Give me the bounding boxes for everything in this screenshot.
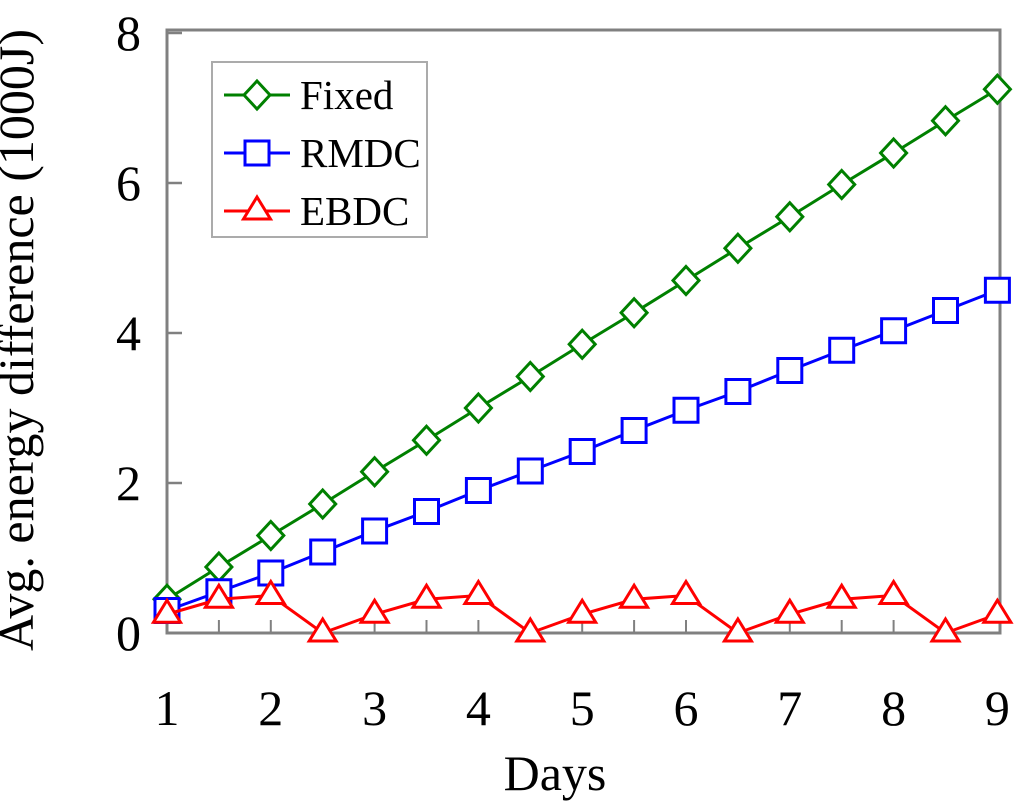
triangle-marker — [150, 597, 184, 624]
square-marker — [932, 297, 959, 324]
diamond-marker — [619, 296, 650, 329]
diamond-marker — [930, 104, 961, 137]
x-axis-label: Days — [504, 745, 607, 801]
triangle-marker — [566, 597, 599, 624]
triangle-marker — [617, 582, 651, 609]
legend-item-rmdc: RMDC — [224, 130, 421, 176]
square-marker — [516, 457, 544, 485]
square-marker — [464, 477, 492, 504]
x-tick-label: 7 — [777, 680, 802, 736]
y-tick-label: 8 — [116, 5, 141, 61]
x-tick-label: 4 — [466, 680, 491, 736]
square-marker — [413, 498, 440, 525]
diamond-marker — [515, 360, 546, 393]
x-tick-label: 5 — [570, 680, 595, 736]
square-marker — [672, 396, 700, 424]
y-tick-label: 4 — [116, 305, 141, 361]
y-tick-label: 6 — [116, 155, 141, 211]
y-axis-tick-labels: 0 2 4 6 8 — [116, 5, 141, 661]
square-marker — [724, 378, 752, 405]
triangle-marker — [240, 194, 274, 221]
legend-label: Fixed — [300, 72, 393, 118]
x-axis-tick-labels: 1 2 3 4 5 6 7 8 9 — [155, 680, 1010, 736]
x-tick-label: 6 — [674, 680, 699, 736]
diamond-marker — [203, 550, 234, 584]
square-marker — [568, 438, 596, 465]
triangle-marker — [202, 582, 236, 609]
plot-frame — [165, 28, 1002, 635]
square-marker — [880, 317, 908, 345]
square-marker — [776, 357, 804, 384]
square-marker — [243, 139, 271, 167]
legend-item-fixed: Fixed — [224, 72, 393, 118]
triangle-marker — [358, 597, 391, 624]
legend-item-ebdc: EBDC — [224, 188, 409, 234]
diamond-marker — [463, 391, 494, 425]
square-marker — [828, 336, 856, 364]
x-tick-label: 8 — [881, 680, 906, 736]
x-tick-label: 3 — [362, 680, 387, 736]
triangle-marker — [306, 616, 339, 643]
diamond-marker — [255, 519, 286, 552]
triangle-marker — [773, 597, 806, 624]
diamond-marker — [826, 168, 857, 201]
triangle-marker — [929, 616, 962, 643]
x-tick-label: 1 — [155, 680, 180, 736]
triangle-marker — [462, 578, 495, 605]
square-marker — [361, 517, 389, 545]
triangle-marker — [721, 616, 755, 643]
diamond-marker — [241, 78, 273, 112]
diamond-marker — [567, 328, 598, 361]
diamond-marker — [878, 136, 909, 170]
triangle-marker — [825, 582, 858, 609]
y-tick-label: 0 — [116, 605, 141, 661]
triangle-marker — [877, 578, 910, 605]
y-axis-label: Avg. energy difference (1000J) — [0, 29, 44, 651]
y-axis-ticks — [167, 31, 182, 485]
square-marker — [620, 417, 648, 444]
square-marker — [983, 276, 1011, 304]
series-rmdc — [153, 276, 1011, 624]
diamond-marker — [307, 487, 338, 521]
triangle-marker — [254, 578, 287, 605]
diamond-marker — [411, 424, 442, 457]
triangle-marker — [514, 616, 547, 643]
diamond-marker — [359, 455, 390, 488]
triangle-marker — [981, 597, 1014, 624]
square-marker — [309, 538, 337, 566]
diamond-marker — [982, 73, 1013, 106]
triangle-marker — [410, 582, 443, 609]
legend: Fixed RMDC EBDC — [211, 61, 428, 238]
triangle-marker — [669, 578, 703, 605]
legend-label: RMDC — [300, 130, 421, 176]
series-ebdc — [150, 578, 1014, 643]
diamond-marker — [670, 264, 702, 297]
x-tick-label: 9 — [985, 680, 1010, 736]
diamond-marker — [774, 200, 805, 233]
legend-label: EBDC — [300, 188, 409, 234]
y-tick-label: 2 — [116, 455, 141, 511]
diamond-marker — [722, 232, 753, 265]
x-tick-label: 2 — [258, 680, 283, 736]
